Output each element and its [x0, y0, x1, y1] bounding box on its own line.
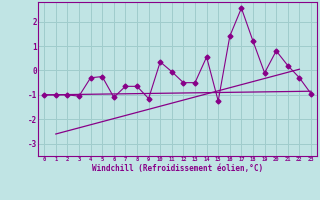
X-axis label: Windchill (Refroidissement éolien,°C): Windchill (Refroidissement éolien,°C) [92, 164, 263, 173]
